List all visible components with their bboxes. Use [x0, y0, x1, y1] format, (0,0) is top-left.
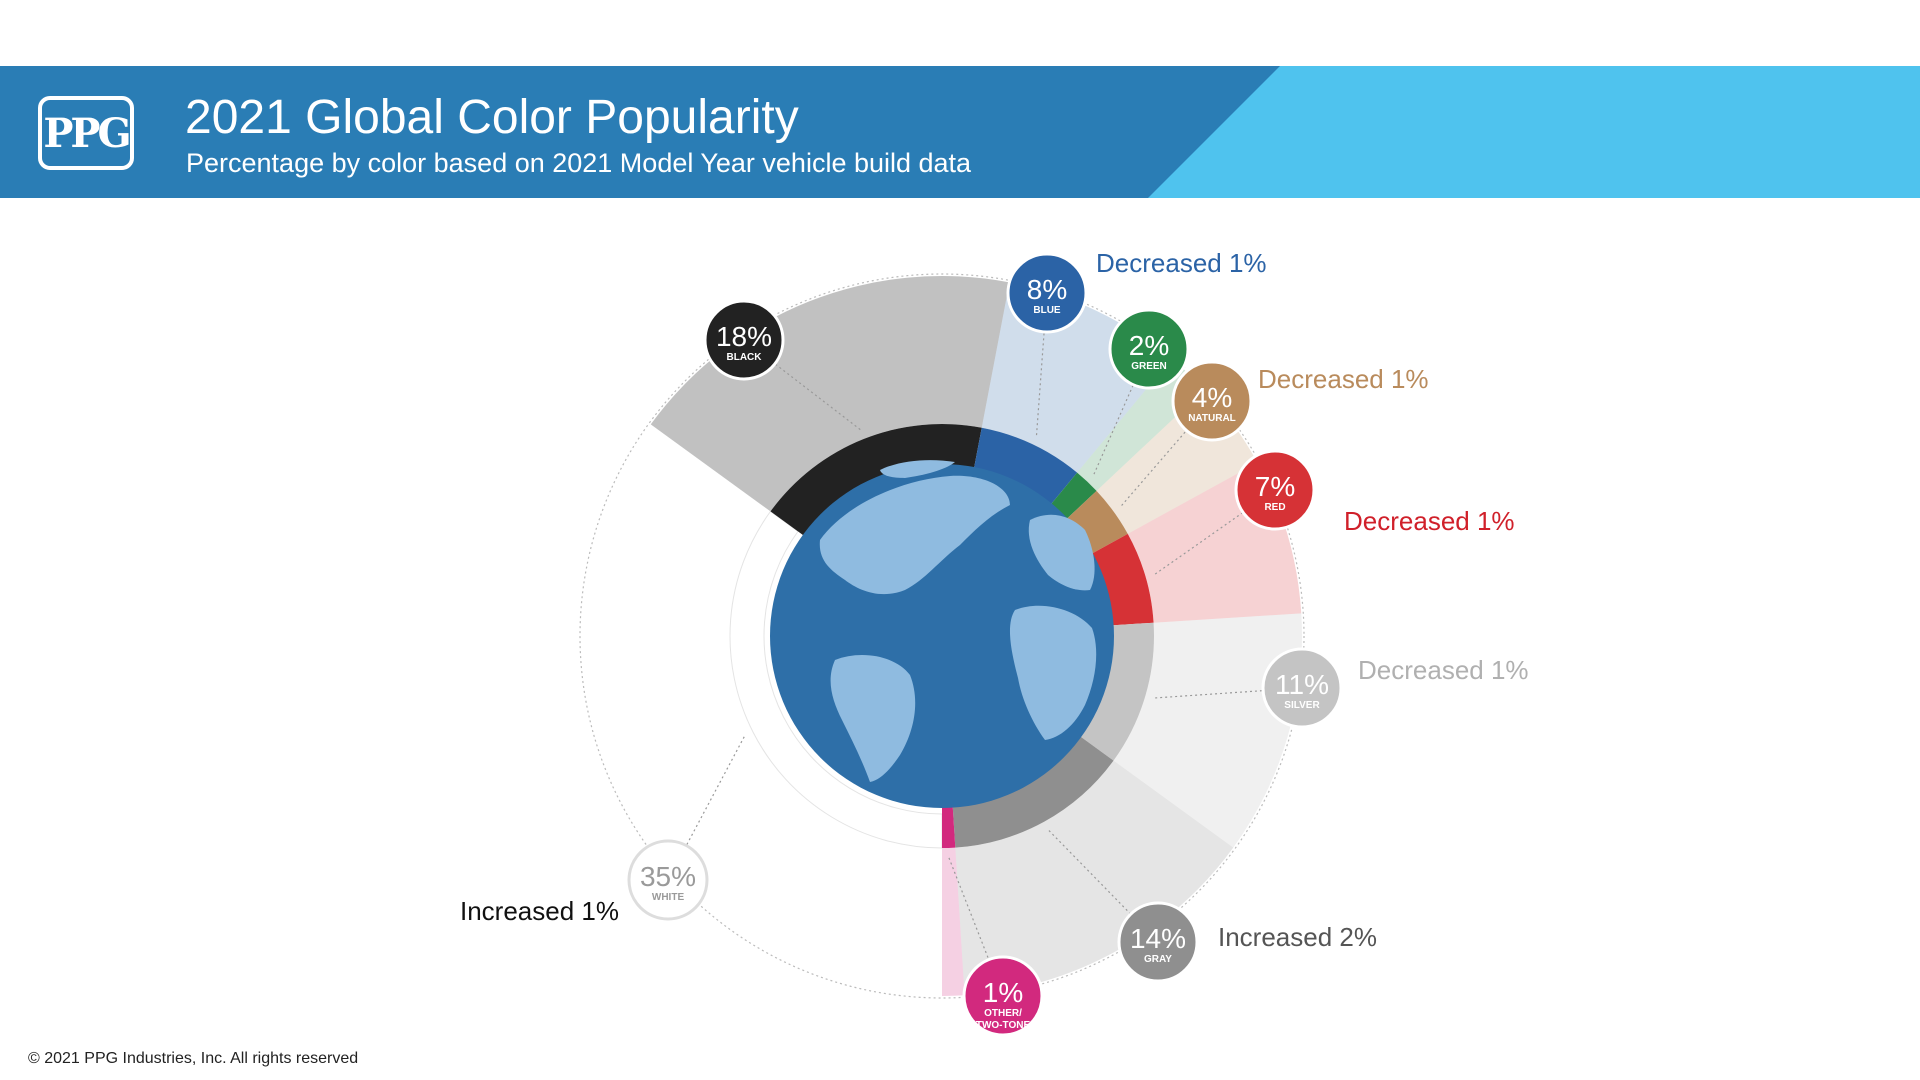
ppg-logo: PPG — [38, 96, 134, 170]
change-label-blue: Decreased 1% — [1096, 248, 1267, 278]
bubble-white: 35%WHITE — [627, 839, 709, 921]
bubble-circle-green — [1108, 308, 1190, 390]
bubble-name-green: GREEN — [1131, 361, 1167, 372]
change-label-gray: Increased 2% — [1218, 922, 1377, 952]
bubble-circle-red — [1234, 449, 1316, 531]
bubble-layer: 35%WHITE18%BLACK8%BLUE2%GREEN4%NATURAL7%… — [627, 252, 1343, 1037]
bubble-natural: 4%NATURAL — [1171, 360, 1253, 442]
bubble-value-blue: 8% — [1027, 274, 1067, 305]
outer-guide-circle — [579, 273, 1305, 999]
ring-segment-other-two-tone — [942, 805, 956, 848]
bubble-name-red: RED — [1264, 502, 1285, 513]
bubble-other-two-tone: 1%OTHER/TWO-TONE — [962, 955, 1044, 1037]
bubble-value-gray: 14% — [1130, 923, 1186, 954]
bubble-silver: 11%SILVER — [1261, 647, 1343, 729]
ring-segment-green — [1050, 472, 1097, 520]
bubble-circle-other-two-tone — [962, 955, 1044, 1037]
fan-gray — [955, 760, 1234, 996]
bubble-green: 2%GREEN — [1108, 308, 1190, 390]
bubble-value-silver: 11% — [1275, 669, 1329, 700]
bubble-black: 18%BLACK — [703, 299, 785, 381]
page-subtitle: Percentage by color based on 2021 Model … — [186, 148, 972, 178]
ring-layer — [729, 424, 1154, 849]
bubble-circle-blue — [1006, 252, 1088, 334]
bubble-circle-white — [627, 839, 709, 921]
bubble-value-red: 7% — [1255, 471, 1295, 502]
ring-segment-gray — [952, 735, 1114, 848]
bubble-circle-black — [703, 299, 785, 381]
bubble-blue: 8%BLUE — [1006, 252, 1088, 334]
fan-black — [650, 276, 1010, 512]
bubble-name-silver: SILVER — [1284, 700, 1320, 711]
bubble-name-black: BLACK — [727, 352, 763, 363]
change-label-layer: Increased 1% Decreased 1% Decreased 1% Decr… — [460, 248, 1529, 952]
header-dark-band — [0, 66, 1280, 198]
bubble-value-natural: 4% — [1192, 382, 1232, 413]
bubble-circle-silver — [1261, 647, 1343, 729]
bubble-name-natural: NATURAL — [1188, 413, 1236, 424]
bubble-name-white: WHITE — [652, 892, 685, 903]
change-label-red: Decreased 1% — [1344, 506, 1515, 536]
fan-other-two-tone — [942, 847, 965, 996]
bubble-name-blue: BLUE — [1033, 305, 1061, 316]
bubble-circle-gray — [1117, 901, 1199, 983]
header-band — [0, 66, 1920, 198]
bubble-name-other-two-tone: TWO-TONE — [976, 1020, 1031, 1031]
bubble-name-gray: GRAY — [1144, 954, 1172, 965]
ring-segment-white — [729, 510, 943, 849]
bubble-circle-natural — [1171, 360, 1253, 442]
bubble-value-other-two-tone: 1% — [983, 977, 1023, 1008]
bubble-name-other-two-tone: OTHER/ — [984, 1008, 1022, 1019]
change-label-white: Increased 1% — [460, 896, 619, 926]
leader-line-gray — [1048, 830, 1159, 943]
bubble-gray: 14%GRAY — [1117, 901, 1199, 983]
change-label-natural: Decreased 1% — [1258, 364, 1429, 394]
leader-line-blue — [1035, 292, 1048, 436]
fan-layer — [650, 276, 1302, 996]
globe-icon — [770, 460, 1114, 808]
bubble-value-white: 35% — [640, 861, 696, 892]
bubble-red: 7%RED — [1234, 449, 1316, 531]
ring-segment-silver — [1079, 622, 1154, 761]
ring-segment-blue — [973, 427, 1078, 506]
bubble-value-green: 2% — [1129, 330, 1169, 361]
ring-segment-red — [1090, 533, 1154, 626]
bubble-value-black: 18% — [716, 321, 772, 352]
copyright-footer: © 2021 PPG Industries, Inc. All rights r… — [28, 1050, 359, 1067]
change-label-silver: Decreased 1% — [1358, 655, 1529, 685]
ring-segment-black — [770, 424, 982, 537]
page-title: 2021 Global Color Popularity — [185, 91, 799, 144]
fan-silver — [1113, 613, 1302, 848]
